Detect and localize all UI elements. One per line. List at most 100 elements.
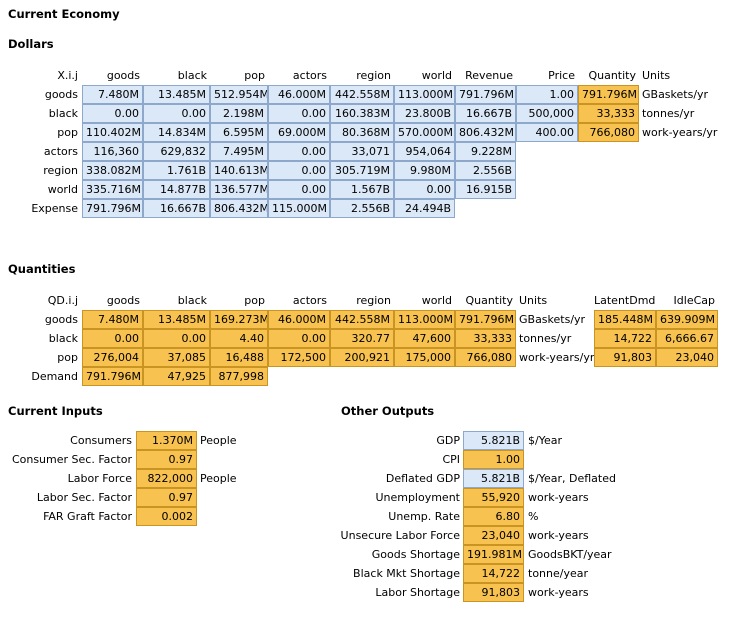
quantities-cell[interactable]: 791.796M	[455, 310, 516, 329]
quantities-cell[interactable]: 320.77	[330, 329, 394, 348]
output-value[interactable]: 5.821B	[463, 431, 524, 450]
dollars-col-header-world: world	[421, 69, 452, 82]
latent-demand-cell[interactable]: 185.448M	[594, 310, 656, 329]
dollars-cell[interactable]: 113.000M	[394, 85, 455, 104]
dollars-cell[interactable]: 0.00	[82, 104, 143, 123]
dollars-cell[interactable]: 2.556B	[330, 199, 394, 218]
input-value[interactable]: 1.370M	[136, 431, 197, 450]
quantities-cell[interactable]: 47,600	[394, 329, 455, 348]
dollars-cell[interactable]: 2.198M	[210, 104, 268, 123]
dollars-cell[interactable]: 16.667B	[455, 104, 516, 123]
quantities-cell[interactable]: 113.000M	[394, 310, 455, 329]
output-value[interactable]: 6.80	[463, 507, 524, 526]
dollars-cell[interactable]: 1.567B	[330, 180, 394, 199]
output-value[interactable]: 91,803	[463, 583, 524, 602]
input-value[interactable]: 0.97	[136, 488, 197, 507]
output-value[interactable]: 191.981M	[463, 545, 524, 564]
dollars-cell[interactable]: 0.00	[143, 104, 210, 123]
dollars-cell[interactable]: 33,071	[330, 142, 394, 161]
dollars-quantity-cell[interactable]: 33,333	[578, 104, 639, 123]
dollars-cell[interactable]: 570.000M	[394, 123, 455, 142]
dollars-cell[interactable]: 136.577M	[210, 180, 268, 199]
dollars-quantity-cell[interactable]: 791.796M	[578, 85, 639, 104]
input-value[interactable]: 0.97	[136, 450, 197, 469]
latent-demand-cell[interactable]: 14,722	[594, 329, 656, 348]
dollars-cell[interactable]: 46.000M	[268, 85, 330, 104]
dollars-cell[interactable]: 954,064	[394, 142, 455, 161]
dollars-cell[interactable]: 1.761B	[143, 161, 210, 180]
quantities-cell[interactable]: 791.796M	[82, 367, 143, 386]
dollars-price-cell[interactable]: 500,000	[516, 104, 578, 123]
idle-capacity-cell[interactable]: 6,666.67	[656, 329, 718, 348]
dollars-cell[interactable]: 442.558M	[330, 85, 394, 104]
latent-demand-cell[interactable]: 91,803	[594, 348, 656, 367]
quantities-cell[interactable]: 169.273M	[210, 310, 268, 329]
quantities-cell[interactable]: 172,500	[268, 348, 330, 367]
dollars-cell[interactable]: 2.556B	[455, 161, 516, 180]
dollars-cell[interactable]: 23.800B	[394, 104, 455, 123]
quantities-cell[interactable]: 175,000	[394, 348, 455, 367]
quantities-cell[interactable]: 16,488	[210, 348, 268, 367]
quantities-cell[interactable]: 877,998	[210, 367, 268, 386]
dollars-cell[interactable]: 7.480M	[82, 85, 143, 104]
quantities-cell[interactable]: 766,080	[455, 348, 516, 367]
dollars-cell[interactable]: 0.00	[394, 180, 455, 199]
quantities-cell[interactable]: 0.00	[143, 329, 210, 348]
dollars-cell[interactable]: 14.877B	[143, 180, 210, 199]
dollars-cell[interactable]: 338.082M	[82, 161, 143, 180]
dollars-cell[interactable]: 16.667B	[143, 199, 210, 218]
quantities-cell[interactable]: 276,004	[82, 348, 143, 367]
quantities-cell[interactable]: 442.558M	[330, 310, 394, 329]
dollars-cell[interactable]: 791.796M	[455, 85, 516, 104]
dollars-cell[interactable]: 0.00	[268, 142, 330, 161]
dollars-cell[interactable]: 115.000M	[268, 199, 330, 218]
dollars-cell[interactable]: 140.613M	[210, 161, 268, 180]
dollars-cell[interactable]: 806.432M	[210, 199, 268, 218]
dollars-cell[interactable]: 80.368M	[330, 123, 394, 142]
quantities-cell[interactable]: 13.485M	[143, 310, 210, 329]
quantities-cell[interactable]: 46.000M	[268, 310, 330, 329]
dollars-cell[interactable]: 160.383M	[330, 104, 394, 123]
dollars-cell[interactable]: 9.228M	[455, 142, 516, 161]
output-value[interactable]: 5.821B	[463, 469, 524, 488]
quantities-cell[interactable]: 37,085	[143, 348, 210, 367]
quantities-cell[interactable]: 200,921	[330, 348, 394, 367]
dollars-cell[interactable]: 512.954M	[210, 85, 268, 104]
dollars-cell[interactable]: 69.000M	[268, 123, 330, 142]
quantities-cell[interactable]: 4.40	[210, 329, 268, 348]
dollars-cell[interactable]: 0.00	[268, 180, 330, 199]
output-value[interactable]: 1.00	[463, 450, 524, 469]
dollars-cell[interactable]: 629,832	[143, 142, 210, 161]
output-value[interactable]: 23,040	[463, 526, 524, 545]
dollars-cell[interactable]: 0.00	[268, 161, 330, 180]
quantities-cell[interactable]: 0.00	[268, 329, 330, 348]
dollars-quantity-cell[interactable]: 766,080	[578, 123, 639, 142]
dollars-cell[interactable]: 7.495M	[210, 142, 268, 161]
quantities-cell[interactable]: 0.00	[82, 329, 143, 348]
input-value[interactable]: 822,000	[136, 469, 197, 488]
dollars-cell[interactable]: 806.432M	[455, 123, 516, 142]
dollars-cell[interactable]: 13.485M	[143, 85, 210, 104]
output-value[interactable]: 55,920	[463, 488, 524, 507]
dollars-cell[interactable]: 791.796M	[82, 199, 143, 218]
dollars-cell[interactable]: 6.595M	[210, 123, 268, 142]
dollars-price-cell[interactable]: 400.00	[516, 123, 578, 142]
quantities-cell[interactable]: 7.480M	[82, 310, 143, 329]
dollars-cell[interactable]: 0.00	[268, 104, 330, 123]
dollars-cell[interactable]: 335.716M	[82, 180, 143, 199]
idle-capacity-cell[interactable]: 639.909M	[656, 310, 718, 329]
dollars-cell[interactable]: 305.719M	[330, 161, 394, 180]
quantities-cell[interactable]: 33,333	[455, 329, 516, 348]
dollars-units-label: work-years/yr	[642, 126, 718, 139]
dollars-cell[interactable]: 116,360	[82, 142, 143, 161]
quantities-cell[interactable]: 47,925	[143, 367, 210, 386]
dollars-cell[interactable]: 9.980M	[394, 161, 455, 180]
input-value[interactable]: 0.002	[136, 507, 197, 526]
dollars-price-cell[interactable]: 1.00	[516, 85, 578, 104]
output-value[interactable]: 14,722	[463, 564, 524, 583]
idle-capacity-cell[interactable]: 23,040	[656, 348, 718, 367]
dollars-cell[interactable]: 24.494B	[394, 199, 455, 218]
dollars-cell[interactable]: 110.402M	[82, 123, 143, 142]
dollars-cell[interactable]: 14.834M	[143, 123, 210, 142]
dollars-cell[interactable]: 16.915B	[455, 180, 516, 199]
